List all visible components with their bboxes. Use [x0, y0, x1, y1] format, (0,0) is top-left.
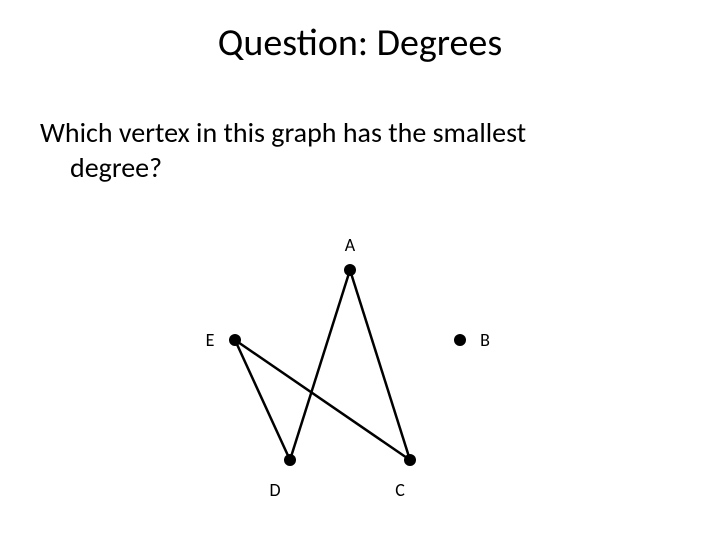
- node-label-A: A: [345, 234, 355, 256]
- node-label-C: C: [395, 479, 405, 501]
- node-label-E: E: [206, 329, 215, 351]
- node-C: [404, 454, 416, 466]
- node-B: [454, 334, 466, 346]
- slide-title: Question: Degrees: [0, 20, 720, 66]
- question-text: Which vertex in this graph has the small…: [40, 115, 680, 185]
- edge-A-D: [290, 270, 350, 460]
- node-E: [229, 334, 241, 346]
- question-line-2: degree?: [70, 150, 680, 185]
- node-D: [284, 454, 296, 466]
- slide: Question: Degrees Which vertex in this g…: [0, 0, 720, 540]
- node-label-D: D: [269, 479, 280, 501]
- question-line-1: Which vertex in this graph has the small…: [40, 115, 526, 150]
- graph-edges: [180, 230, 540, 530]
- node-A: [344, 264, 356, 276]
- graph-diagram: A B C D E: [180, 230, 540, 530]
- node-label-B: B: [480, 329, 490, 351]
- edge-A-C: [350, 270, 410, 460]
